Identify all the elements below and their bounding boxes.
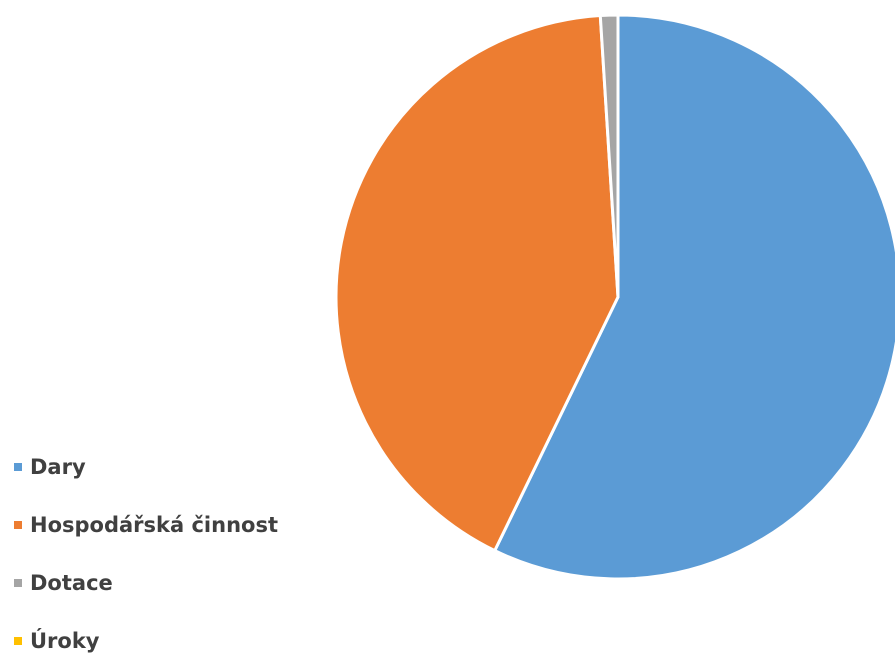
- legend-item-dary: Dary: [14, 438, 334, 496]
- legend-item-dotace: Dotace: [14, 554, 334, 612]
- legend: Dary Hospodářská činnost Dotace Úroky: [14, 438, 334, 670]
- legend-swatch-hospodarska-cinnost: [14, 521, 22, 529]
- legend-item-hospodarska-cinnost: Hospodářská činnost: [14, 496, 334, 554]
- legend-swatch-dary: [14, 463, 22, 471]
- legend-label-dotace: Dotace: [30, 571, 113, 595]
- legend-label-hospodarska-cinnost: Hospodářská činnost: [30, 513, 278, 537]
- legend-swatch-dotace: [14, 579, 22, 587]
- pie-slice-hospodarska-cinnost: [334, 14, 620, 553]
- legend-item-uroky: Úroky: [14, 612, 334, 670]
- legend-label-dary: Dary: [30, 455, 86, 479]
- pie-slice-dotace: [598, 13, 620, 299]
- pie-plot-area: [334, 13, 895, 581]
- legend-label-uroky: Úroky: [30, 629, 100, 653]
- pie-slice-dary: [493, 13, 895, 581]
- legend-swatch-uroky: [14, 637, 22, 645]
- pie-chart: Dary Hospodářská činnost Dotace Úroky: [14, 13, 895, 653]
